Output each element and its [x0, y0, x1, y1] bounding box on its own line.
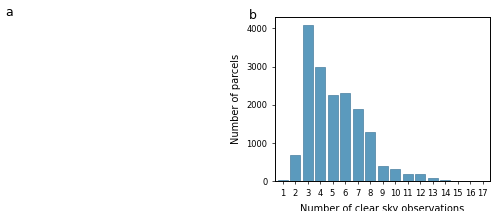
Bar [415, 174, 425, 181]
Bar [302, 24, 312, 181]
Bar [365, 132, 375, 181]
Bar [328, 95, 338, 181]
Bar [278, 180, 287, 181]
Bar [428, 178, 438, 181]
Bar [378, 166, 388, 181]
Bar [290, 155, 300, 181]
Bar [440, 180, 450, 181]
X-axis label: Number of clear sky observations: Number of clear sky observations [300, 204, 464, 211]
Text: b: b [249, 9, 257, 22]
Bar [315, 67, 325, 181]
Bar [340, 93, 350, 181]
Bar [402, 174, 412, 181]
Y-axis label: Number of parcels: Number of parcels [230, 54, 240, 144]
Text: a: a [5, 6, 12, 19]
Bar [390, 169, 400, 181]
Bar [352, 109, 362, 181]
